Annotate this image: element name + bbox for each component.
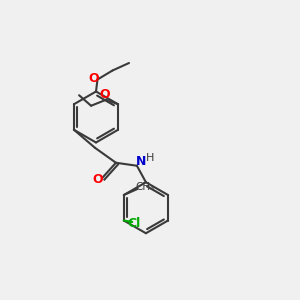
Text: Cl: Cl [128,217,141,230]
Text: N: N [136,155,147,168]
Text: O: O [88,72,99,85]
Text: CH₃: CH₃ [135,182,154,193]
Text: O: O [99,88,110,101]
Text: H: H [146,153,154,163]
Text: O: O [93,173,103,186]
